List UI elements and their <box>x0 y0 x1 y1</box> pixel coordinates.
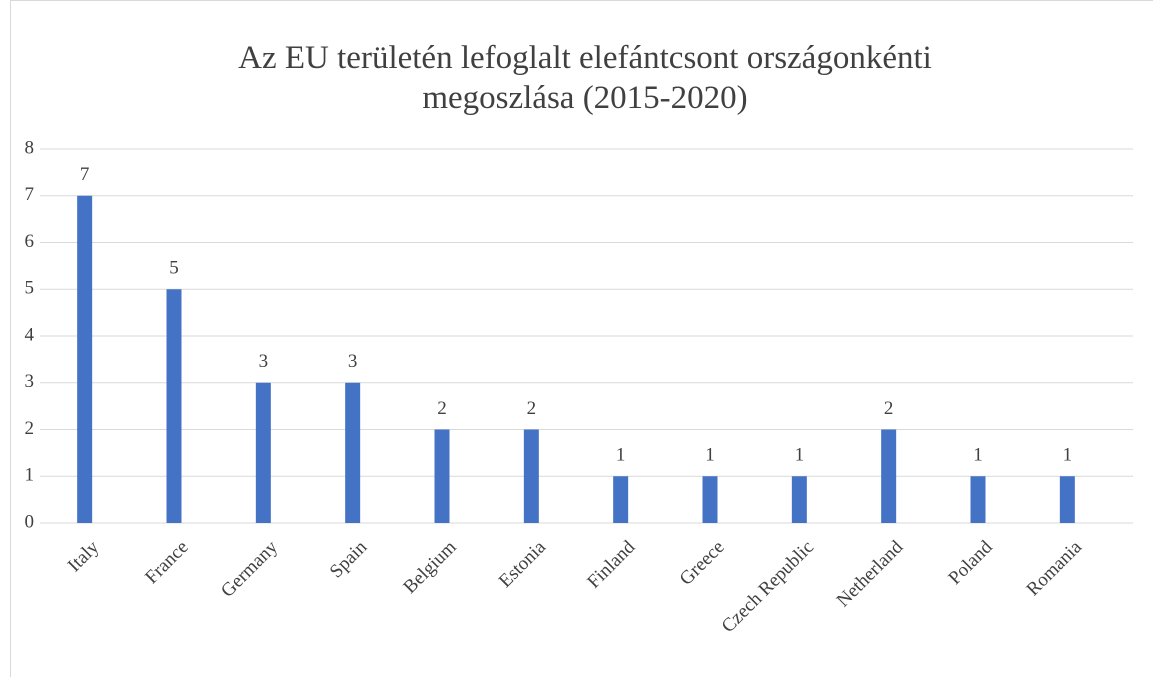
x-tick-label: Poland <box>944 536 997 589</box>
x-tick-label: Germany <box>217 536 282 601</box>
chart-title: Az EU területén lefoglalt elefántcsont o… <box>238 40 932 116</box>
y-tick-label: 1 <box>25 465 35 486</box>
bar <box>970 476 986 523</box>
data-label: 7 <box>80 164 90 185</box>
y-tick-label: 8 <box>25 137 35 158</box>
data-label: 3 <box>348 351 358 372</box>
bar <box>702 476 718 523</box>
data-label: 2 <box>437 398 447 419</box>
x-tick-label: Czech Republic <box>718 537 818 637</box>
y-tick-label: 2 <box>25 418 35 439</box>
x-tick-label: Romania <box>1023 536 1087 600</box>
bar <box>434 429 450 523</box>
y-tick-label: 3 <box>25 371 35 392</box>
bar <box>613 476 629 523</box>
bar <box>523 429 539 523</box>
y-tick-label: 5 <box>25 278 35 299</box>
bar <box>255 382 271 523</box>
data-label: 2 <box>527 398 537 419</box>
x-tick-label: Estonia <box>495 536 551 592</box>
bar <box>77 195 93 523</box>
x-tick-label: Spain <box>326 536 372 582</box>
bar <box>1059 476 1075 523</box>
bar <box>345 382 361 523</box>
data-label: 1 <box>795 445 805 466</box>
bar <box>166 289 182 523</box>
chart-frame <box>10 0 1153 677</box>
data-label: 1 <box>616 445 626 466</box>
y-tick-label: 4 <box>25 324 35 345</box>
bar <box>881 429 897 523</box>
x-tick-label: Italy <box>64 536 104 576</box>
data-label: 1 <box>1063 445 1073 466</box>
data-label: 2 <box>884 398 894 419</box>
y-tick-label: 0 <box>25 511 35 532</box>
x-tick-label: France <box>141 537 192 588</box>
data-label: 1 <box>705 445 715 466</box>
bar <box>791 476 807 523</box>
x-tick-label: Belgium <box>399 537 460 598</box>
data-label: 5 <box>169 258 179 279</box>
y-tick-label: 7 <box>25 184 35 205</box>
y-tick-label: 6 <box>25 231 35 252</box>
x-tick-label: Finland <box>583 536 639 592</box>
data-label: 3 <box>259 351 269 372</box>
data-label: 1 <box>973 445 983 466</box>
x-tick-label: Netherland <box>833 536 908 611</box>
x-tick-label: Greece <box>676 537 729 590</box>
